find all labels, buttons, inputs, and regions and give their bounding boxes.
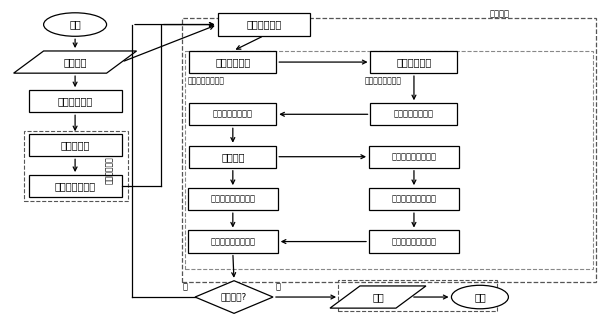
Bar — [370, 51, 457, 73]
Text: 边界条件处理: 边界条件处理 — [397, 57, 431, 67]
Text: 块内增大粘性动态域: 块内增大粘性动态域 — [392, 152, 436, 161]
Text: 块内增大对流动态域: 块内增大对流动态域 — [211, 194, 255, 204]
Text: 分配存储空间: 分配存储空间 — [215, 57, 250, 67]
Bar — [370, 103, 457, 126]
Ellipse shape — [452, 285, 509, 309]
Text: 输出: 输出 — [372, 292, 384, 302]
Text: 计算完成?: 计算完成? — [221, 292, 247, 302]
Text: 是: 是 — [276, 282, 281, 291]
Text: 并行执行: 并行执行 — [490, 10, 510, 19]
Text: 估计残差的无粘项: 估计残差的无粘项 — [213, 110, 253, 119]
Text: 否: 否 — [183, 282, 188, 291]
Text: 开始: 开始 — [69, 20, 81, 30]
Text: 时间积分: 时间积分 — [221, 152, 245, 162]
Text: 估计残差的粘性项: 估计残差的粘性项 — [394, 110, 434, 119]
Text: 下一个迭代步: 下一个迭代步 — [105, 156, 114, 183]
Bar — [189, 51, 276, 73]
Polygon shape — [195, 281, 273, 313]
Text: 对流动态域内执行: 对流动态域内执行 — [188, 77, 225, 86]
Polygon shape — [13, 51, 136, 73]
Text: 建立动态计算域: 建立动态计算域 — [54, 181, 95, 191]
Polygon shape — [330, 286, 426, 308]
Text: 块间增大动态计算域: 块间增大动态计算域 — [392, 237, 436, 246]
Bar — [369, 188, 459, 210]
Bar — [369, 146, 459, 168]
Bar — [188, 188, 278, 210]
Bar — [29, 134, 122, 157]
Text: 流场初始化: 流场初始化 — [61, 140, 90, 150]
Text: 块内缩小粘性动态域: 块内缩小粘性动态域 — [392, 194, 436, 204]
Bar — [189, 103, 276, 126]
Text: 静态区域分解: 静态区域分解 — [58, 96, 92, 106]
Bar — [189, 146, 276, 168]
Text: 结束: 结束 — [474, 292, 486, 302]
Ellipse shape — [43, 13, 106, 36]
Text: 块内缩小动态计算域: 块内缩小动态计算域 — [211, 237, 255, 246]
Bar — [188, 230, 278, 253]
Text: 数据读入: 数据读入 — [64, 57, 87, 67]
Bar — [217, 13, 310, 36]
Bar — [29, 90, 122, 112]
Text: 动态区域分解: 动态区域分解 — [247, 20, 282, 30]
Bar — [29, 175, 122, 197]
Text: 粘性动态域内执行: 粘性动态域内执行 — [365, 77, 401, 86]
Bar — [369, 230, 459, 253]
